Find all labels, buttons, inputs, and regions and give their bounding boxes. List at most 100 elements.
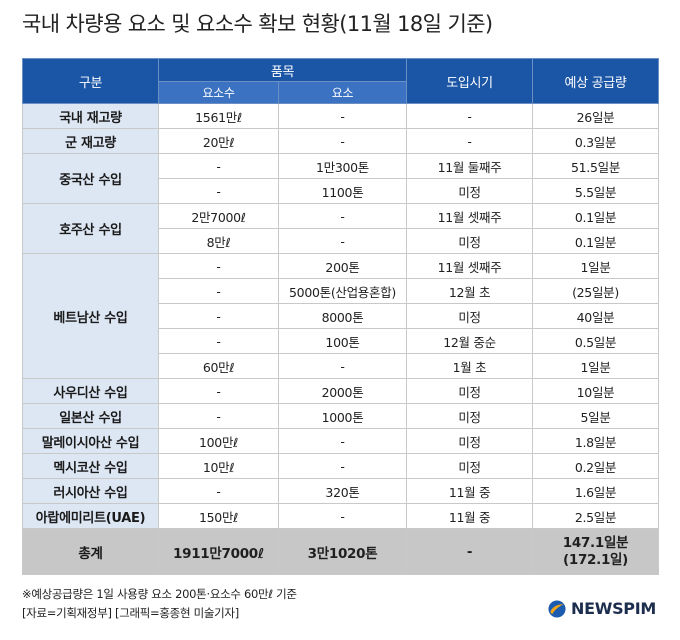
cell-import-timing: 11월 셋째주	[406, 253, 534, 279]
header-urea-solution: 요소수	[158, 81, 279, 104]
cell-import-timing: 미정	[406, 303, 534, 329]
cell-import-timing: 미정	[406, 378, 534, 404]
cell-import-timing: -	[406, 103, 534, 129]
cell-import-timing: 미정	[406, 178, 534, 204]
cell-expected-supply: 26일분	[532, 103, 660, 129]
row-category: 사우디산 수입	[22, 378, 159, 404]
table-row: 국내 재고량 1561만ℓ - -26일분	[22, 103, 660, 129]
cell-expected-supply: 0.1일분	[532, 203, 660, 229]
total-label: 총계	[22, 528, 159, 575]
cell-import-timing: 미정	[406, 453, 534, 479]
cell-urea-solution: -	[158, 178, 279, 204]
cell-import-timing: 1월 초	[406, 353, 534, 379]
row-category: 중국산 수입	[22, 153, 159, 204]
supply-table: 구분 품목 도입시기 예상 공급량 요소수 요소 국내 재고량 1561만ℓ - -2…	[22, 58, 660, 575]
cell-urea: -	[277, 353, 408, 379]
page-title: 국내 차량용 요소 및 요소수 확보 현황(11월 18일 기준)	[22, 12, 493, 36]
cell-expected-supply: 5일분	[532, 403, 660, 429]
table-row: 60만ℓ -1월 초 1일분	[23, 353, 660, 379]
table-row: 말레이시아산 수입 100만ℓ - 미정 1.8일분	[22, 428, 660, 454]
row-category: 국내 재고량	[22, 103, 159, 129]
header-expected-supply: 예상 공급량	[532, 58, 660, 104]
cell-urea: 2000톤	[277, 378, 408, 404]
row-category: 베트남산 수입	[22, 253, 159, 379]
cell-expected-supply: 1.6일분	[532, 478, 660, 504]
table-row: 일본산 수입 -1000톤 미정 5일분	[22, 403, 660, 429]
table-row: 군 재고량 20만ℓ - -0.3일분	[22, 128, 660, 154]
table-row: 멕시코산 수입 10만ℓ - 미정 0.2일분	[22, 453, 660, 479]
cell-urea-solution: -	[158, 278, 279, 304]
cell-expected-supply: 1일분	[532, 253, 660, 279]
total-import-timing: -	[406, 528, 534, 575]
row-category: 러시아산 수입	[22, 478, 159, 504]
cell-urea-solution: -	[158, 328, 279, 354]
total-row: 총계 1911만7000ℓ 3만1020톤 - 147.1일분 (172.1일)	[22, 528, 660, 575]
cell-expected-supply: 40일분	[532, 303, 660, 329]
cell-urea: -	[277, 103, 408, 129]
table-row: 러시아산 수입 -320톤 11월 중 1.6일분	[22, 478, 660, 504]
footnote-basis: ※예상공급량은 1일 사용량 요소 200톤·요소수 60만ℓ 기준	[22, 587, 297, 601]
cell-urea: -	[277, 453, 408, 479]
cell-expected-supply: 10일분	[532, 378, 660, 404]
cell-urea: -	[277, 128, 408, 154]
cell-urea: 5000톤(산업용혼합)	[277, 278, 408, 304]
total-expected-supply-main: 147.1일분	[562, 534, 629, 551]
total-urea-solution: 1911만7000ℓ	[158, 528, 279, 575]
cell-expected-supply: 0.5일분	[532, 328, 660, 354]
cell-urea: -	[277, 203, 408, 229]
cell-import-timing: 11월 셋째주	[406, 203, 534, 229]
header-urea: 요소	[277, 81, 408, 104]
row-category: 호주산 수입	[22, 203, 159, 254]
cell-urea-solution: 10만ℓ	[158, 453, 279, 479]
cell-import-timing: -	[406, 128, 534, 154]
table-row: 아랍에미리트(UAE) 150만ℓ -11월 중 2.5일분	[22, 503, 660, 529]
newspim-logo: NEWSPIM	[548, 599, 656, 618]
cell-urea: -	[277, 228, 408, 254]
row-category: 군 재고량	[22, 128, 159, 154]
newspim-logo-icon	[548, 599, 566, 618]
cell-expected-supply: 51.5일분	[532, 153, 660, 179]
cell-import-timing: 11월 중	[406, 503, 534, 529]
cell-urea-solution: -	[158, 378, 279, 404]
cell-expected-supply: 0.2일분	[532, 453, 660, 479]
cell-expected-supply: 1일분	[532, 353, 660, 379]
table-row: 사우디산 수입 -2000톤 미정 10일분	[22, 378, 660, 404]
table-body: 국내 재고량 1561만ℓ - -26일분 군 재고량 20만ℓ - -0.3일분 중국산 수입…	[22, 103, 660, 575]
cell-expected-supply: 1.8일분	[532, 428, 660, 454]
cell-expected-supply: (25일분)	[532, 278, 660, 304]
cell-import-timing: 미정	[406, 403, 534, 429]
table-row: 베트남산 수입 -200톤 11월 셋째주 1일분	[22, 253, 660, 379]
cell-urea-solution: 60만ℓ	[158, 353, 279, 379]
cell-urea-solution: 2만7000ℓ	[158, 203, 279, 229]
cell-urea: 8000톤	[277, 303, 408, 329]
cell-urea-solution: -	[158, 403, 279, 429]
row-category: 멕시코산 수입	[22, 453, 159, 479]
row-category: 아랍에미리트(UAE)	[22, 503, 159, 529]
cell-urea-solution: 8만ℓ	[158, 228, 279, 254]
total-urea: 3만1020톤	[277, 528, 408, 575]
cell-urea: 1100톤	[277, 178, 408, 204]
cell-urea: 320톤	[277, 478, 408, 504]
cell-urea: -	[277, 503, 408, 529]
footnote: ※예상공급량은 1일 사용량 요소 200톤·요소수 60만ℓ 기준 [자료=기…	[22, 585, 297, 623]
cell-urea-solution: -	[158, 303, 279, 329]
cell-urea: 100톤	[277, 328, 408, 354]
newspim-logo-text: NEWSPIM	[571, 599, 656, 618]
row-category: 일본산 수입	[22, 403, 159, 429]
cell-urea-solution: 100만ℓ	[158, 428, 279, 454]
footnote-source: [자료=기획재정부] [그래픽=홍종현 미술기자]	[22, 606, 239, 620]
cell-urea: -	[277, 428, 408, 454]
cell-import-timing: 미정	[406, 228, 534, 254]
header-category: 구분	[22, 58, 159, 104]
total-expected-supply: 147.1일분 (172.1일)	[532, 528, 660, 575]
cell-expected-supply: 2.5일분	[532, 503, 660, 529]
cell-urea-solution: -	[158, 153, 279, 179]
cell-import-timing: 11월 둘째주	[406, 153, 534, 179]
table-row: 중국산 수입 -1만300톤 11월 둘째주 51.5일분	[22, 153, 660, 204]
cell-urea-solution: -	[158, 253, 279, 279]
cell-urea: 1만300톤	[277, 153, 408, 179]
cell-urea-solution: -	[158, 478, 279, 504]
cell-urea-solution: 1561만ℓ	[158, 103, 279, 129]
table-row: -100톤 12월 중순 0.5일분	[23, 328, 660, 354]
cell-expected-supply: 0.3일분	[532, 128, 660, 154]
